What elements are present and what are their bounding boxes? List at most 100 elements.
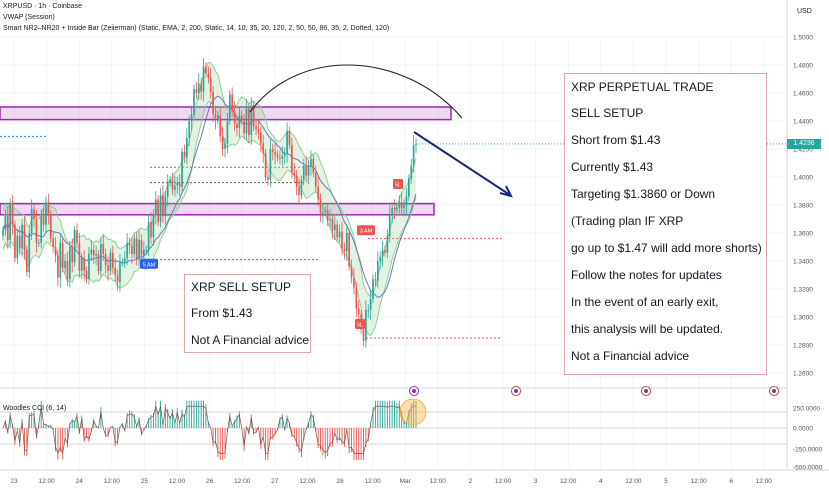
time-tick: 5 bbox=[664, 478, 668, 485]
left-note-line2: From $1.43 bbox=[191, 306, 253, 320]
candle-body bbox=[274, 151, 276, 155]
candle-body bbox=[286, 130, 288, 154]
candle-body bbox=[174, 185, 176, 190]
candle-body bbox=[269, 149, 272, 180]
candle-body bbox=[162, 195, 164, 217]
candle-body bbox=[95, 254, 97, 256]
candle-body bbox=[76, 230, 78, 243]
candle-body bbox=[338, 231, 341, 238]
price-tick: 1.2800 bbox=[793, 343, 813, 350]
candle-body bbox=[369, 298, 372, 310]
left-note-line3: Not A Financial advice bbox=[191, 333, 310, 347]
candle-body bbox=[97, 254, 100, 271]
candle-body bbox=[348, 233, 350, 267]
price-axis: 1.5000 1.4800 1.4600 1.4400 1.4200 1.4000 1.38… bbox=[793, 35, 813, 378]
markers: 5 AM 3 AM 5L 5L bbox=[140, 179, 403, 329]
candle-body bbox=[271, 149, 274, 152]
candle-body bbox=[100, 244, 102, 271]
candle-body bbox=[398, 202, 401, 208]
nr-indicator-label[interactable]: Smart NR2–NR20 + Inside Bar (Zeiierman) … bbox=[3, 25, 390, 32]
candle-body bbox=[212, 91, 214, 114]
right-note-line10: this analysis will be updated. bbox=[571, 322, 724, 336]
candle-body bbox=[262, 143, 265, 154]
time-tick: 12:00 bbox=[495, 478, 512, 485]
candle-body bbox=[288, 130, 291, 145]
candle-body bbox=[250, 105, 253, 135]
candle-body bbox=[376, 261, 379, 281]
candle-body bbox=[240, 115, 243, 121]
left-note[interactable]: XRP SELL SETUP From $1.43 Not A Financia… bbox=[184, 274, 311, 353]
time-tick: 3 bbox=[534, 478, 538, 485]
candle-body bbox=[353, 277, 355, 288]
candle-body bbox=[169, 179, 171, 183]
candle-body bbox=[226, 121, 229, 144]
vwap-indicator-label[interactable]: VWAP (Session) bbox=[3, 14, 55, 21]
candle-body bbox=[176, 182, 179, 186]
candle-body bbox=[90, 249, 93, 254]
projection-arc bbox=[249, 64, 463, 119]
candle-body bbox=[128, 242, 131, 246]
candle-body bbox=[233, 111, 236, 124]
candle-body bbox=[372, 279, 374, 299]
candle-body bbox=[26, 249, 28, 273]
candle-body bbox=[336, 224, 339, 238]
candle-body bbox=[362, 329, 365, 341]
candle-body bbox=[405, 196, 408, 205]
candle-body bbox=[388, 214, 391, 236]
candle-body bbox=[116, 275, 119, 282]
candle-body bbox=[391, 207, 393, 215]
candle-body bbox=[312, 158, 315, 173]
candle-body bbox=[40, 216, 43, 243]
cci-line bbox=[2, 404, 416, 455]
event-icon-dot bbox=[644, 389, 648, 393]
cci-indicator-label[interactable]: Woodles CCI (6, 14) bbox=[3, 405, 67, 412]
marker-label: 5L bbox=[395, 183, 401, 189]
candle-body bbox=[18, 235, 21, 249]
right-note-line6: (Trading plan IF XRP bbox=[571, 214, 684, 228]
candle-body bbox=[107, 265, 109, 271]
time-tick: 12:00 bbox=[756, 478, 773, 485]
left-note-line1: XRP SELL SETUP bbox=[191, 280, 292, 294]
candle-body bbox=[243, 121, 245, 134]
candle-body bbox=[109, 252, 112, 271]
candle-body bbox=[42, 216, 45, 225]
candle-body bbox=[83, 258, 86, 271]
candle-body bbox=[276, 154, 279, 158]
event-icons bbox=[409, 386, 779, 396]
time-tick: 12:00 bbox=[234, 478, 251, 485]
candle-body bbox=[386, 235, 389, 253]
right-note[interactable]: XRP PERPETUAL TRADE SELL SETUP Short fro… bbox=[564, 73, 767, 375]
right-note-line7: go up to $1.47 will add more shorts) bbox=[571, 241, 762, 255]
time-tick: Mar bbox=[400, 478, 412, 485]
candle-body bbox=[400, 202, 403, 208]
cci-tick: -500.0000 bbox=[793, 465, 823, 472]
candle-body bbox=[279, 157, 281, 159]
candle-body bbox=[293, 172, 296, 176]
candle-body bbox=[123, 258, 126, 263]
cci-pane bbox=[0, 398, 787, 460]
candle-body bbox=[195, 88, 198, 93]
candle-body bbox=[131, 245, 133, 254]
time-tick: 12:00 bbox=[299, 478, 316, 485]
candle-body bbox=[21, 224, 23, 249]
candle-body bbox=[209, 77, 212, 92]
time-tick: 12:00 bbox=[625, 478, 642, 485]
candle-body bbox=[190, 114, 193, 121]
candle-body bbox=[181, 151, 183, 187]
time-tick: 12:00 bbox=[560, 478, 577, 485]
time-tick: 2 bbox=[469, 478, 473, 485]
candle-body bbox=[78, 242, 81, 271]
price-tick: 1.3600 bbox=[793, 231, 813, 238]
candle-body bbox=[133, 238, 136, 254]
price-tick: 1.4400 bbox=[793, 119, 813, 126]
candle-body bbox=[71, 247, 74, 263]
projection-arrow bbox=[413, 131, 511, 196]
candle-body bbox=[11, 203, 14, 225]
right-note-line3: Short from $1.43 bbox=[571, 133, 661, 147]
right-note-line4: Currently $1.43 bbox=[571, 160, 654, 174]
candle-body bbox=[396, 207, 398, 210]
candle-body bbox=[30, 209, 33, 233]
candle-body bbox=[350, 266, 353, 278]
time-tick: 28 bbox=[336, 478, 344, 485]
